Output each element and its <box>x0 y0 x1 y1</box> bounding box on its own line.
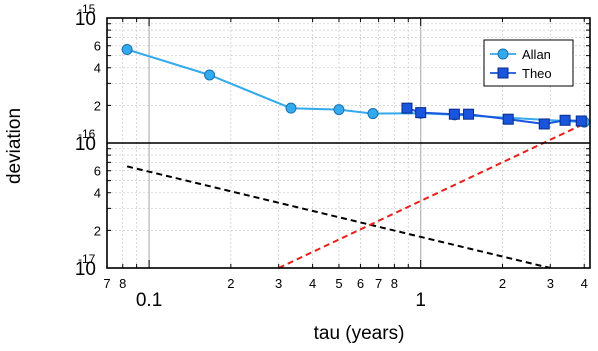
data-point-allan <box>285 102 297 114</box>
data-point-theo <box>559 114 571 126</box>
y-tick-label: 4 <box>94 61 101 76</box>
x-tick-label: 1 <box>415 290 426 311</box>
legend-marker-theo <box>497 67 509 79</box>
x-tick-label: 4 <box>581 276 588 291</box>
x-tick-label: 7 <box>103 276 110 291</box>
axis-ticks <box>106 18 590 269</box>
data-point-theo <box>415 107 427 119</box>
y-tick-label: 4 <box>94 186 101 201</box>
x-tick-label: 2 <box>227 276 234 291</box>
y-tick-label: 6 <box>94 164 101 179</box>
data-point-theo <box>575 115 587 127</box>
y-tick-label-exponent: -15 <box>78 2 96 16</box>
data-series <box>121 43 590 130</box>
reference-line-black <box>126 165 551 268</box>
y-tick-label: 6 <box>94 39 101 54</box>
legend-marker-allan <box>497 48 509 60</box>
reference-lines <box>126 120 590 268</box>
x-tick-label: 3 <box>547 276 554 291</box>
data-point-theo <box>401 102 413 114</box>
y-tick-label-decade: 10 <box>75 9 96 30</box>
x-tick-label: 5 <box>335 276 342 291</box>
data-point-allan <box>333 104 345 116</box>
y-tick-label: 2 <box>94 223 101 238</box>
data-point-theo <box>502 113 514 125</box>
legend-box <box>483 39 574 87</box>
data-point-theo <box>463 108 475 120</box>
legend-label-theo: Theo <box>522 66 552 81</box>
x-tick-label: 4 <box>309 276 316 291</box>
legend-label-allan: Allan <box>522 47 551 62</box>
data-point-theo <box>448 108 460 120</box>
x-tick-label: 7 <box>375 276 382 291</box>
x-tick-label: 2 <box>499 276 506 291</box>
data-point-allan <box>204 69 216 81</box>
data-point-allan <box>367 108 379 120</box>
x-tick-label: 0.1 <box>136 290 162 311</box>
x-tick-label: 3 <box>275 276 282 291</box>
data-point-allan <box>121 43 133 55</box>
reference-line-red <box>278 120 590 268</box>
y-tick-label: 2 <box>94 98 101 113</box>
y-tick-label-decade: 10 <box>75 259 96 280</box>
x-tick-label: 8 <box>391 276 398 291</box>
y-tick-label-exponent: -16 <box>78 127 96 141</box>
legend: Allan Theo <box>483 39 574 87</box>
x-axis-title: tau (years) <box>314 323 405 344</box>
x-tick-label: 8 <box>119 276 126 291</box>
y-tick-label-decade: 10 <box>75 134 96 155</box>
x-tick-label: 6 <box>357 276 364 291</box>
y-axis-title: deviation <box>4 108 25 184</box>
y-tick-label-exponent: -17 <box>78 252 96 266</box>
data-point-theo <box>538 118 550 130</box>
